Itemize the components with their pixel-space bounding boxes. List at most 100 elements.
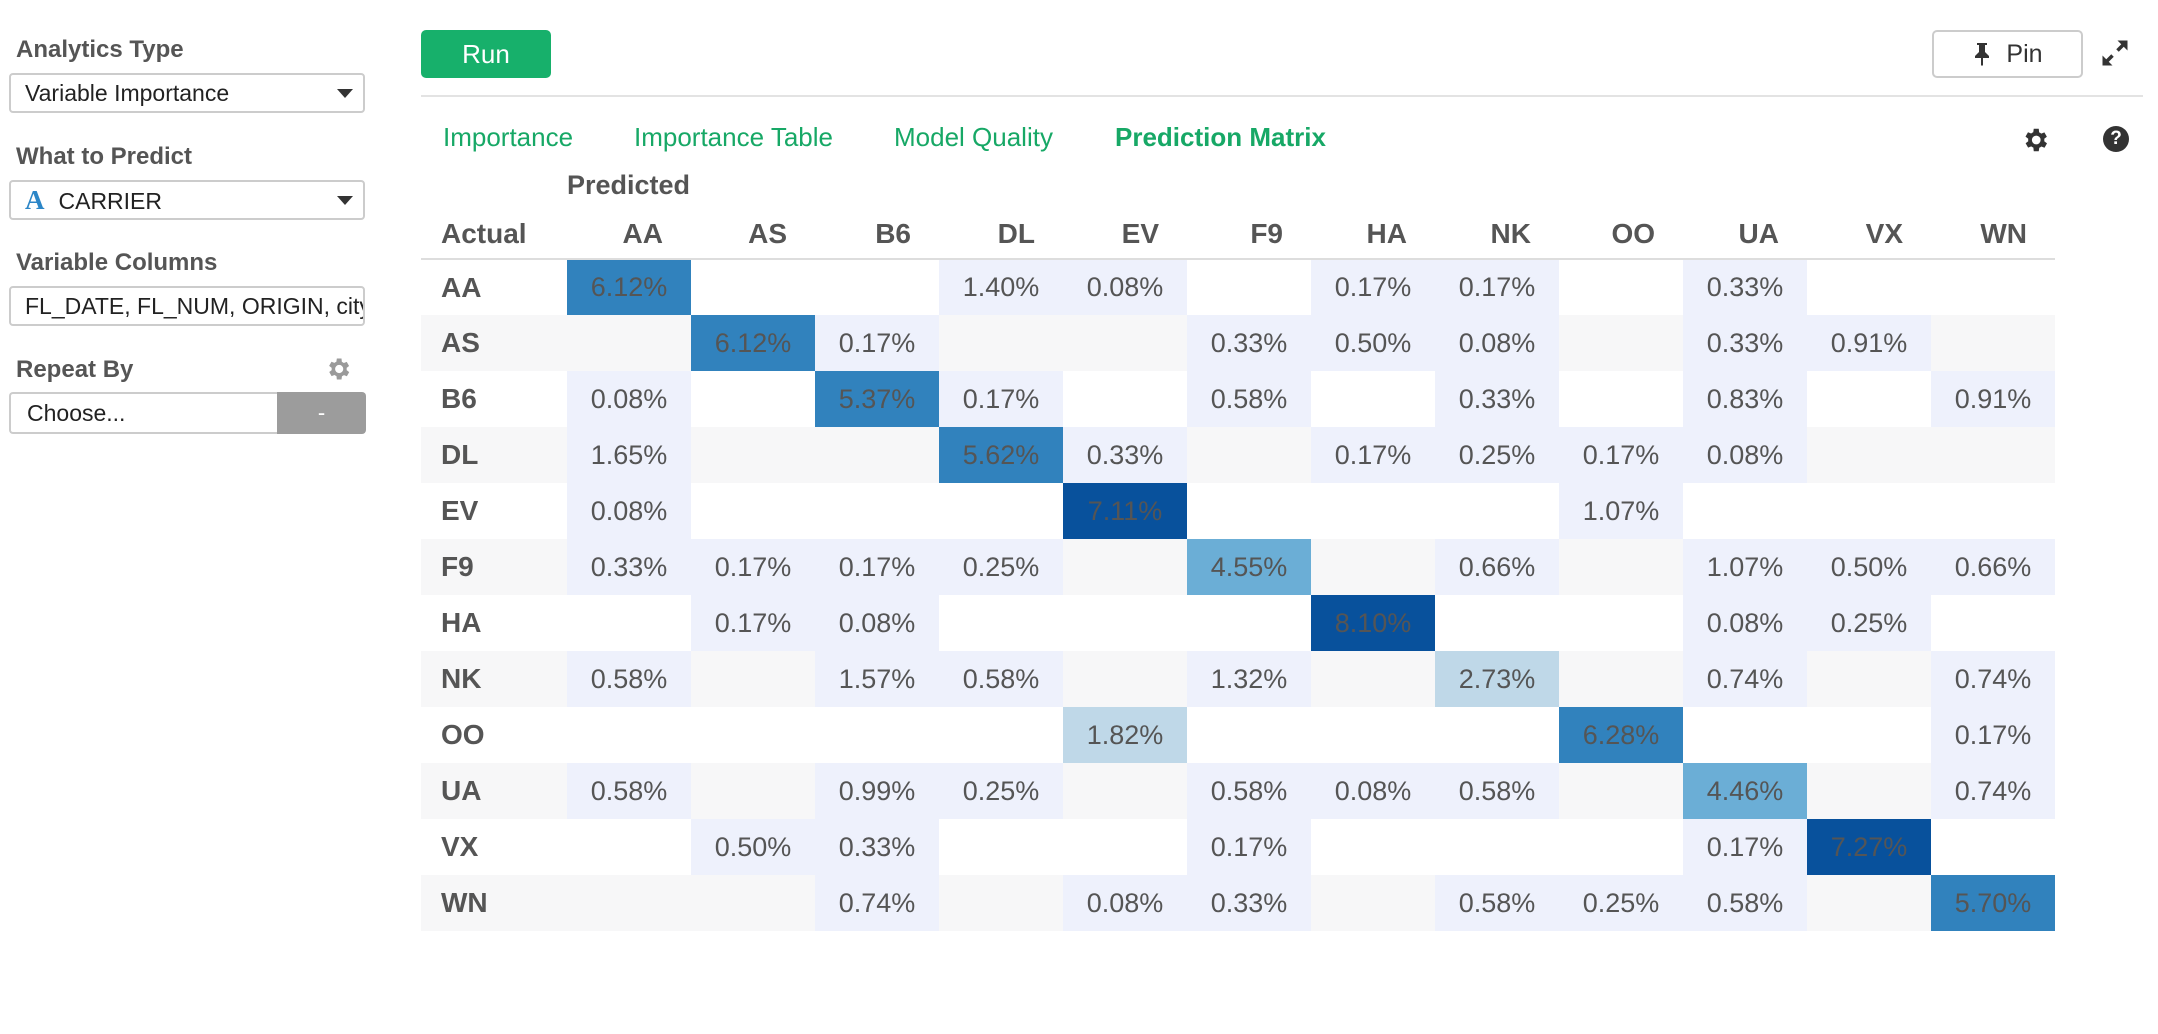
- matrix-row: OO 1.82% 6.28% 0.17%: [421, 707, 2055, 763]
- matrix-cell: 0.25%: [939, 763, 1063, 819]
- repeat-by-select[interactable]: Choose...: [9, 392, 277, 434]
- matrix-cell: 0.58%: [1683, 875, 1807, 931]
- row-header: AS: [421, 315, 567, 371]
- matrix-cell: [939, 483, 1063, 539]
- matrix-cell: 0.08%: [1683, 427, 1807, 483]
- matrix-cell: [1311, 483, 1435, 539]
- actual-axis-label: Actual: [421, 210, 567, 259]
- help-icon[interactable]: ?: [2103, 126, 2129, 152]
- matrix-cell: [1807, 763, 1931, 819]
- matrix-cell: [1435, 595, 1559, 651]
- row-header: F9: [421, 539, 567, 595]
- matrix-cell: 0.58%: [1187, 371, 1311, 427]
- what-to-predict-label: What to Predict: [16, 143, 192, 171]
- matrix-cell: [1063, 763, 1187, 819]
- matrix-cell: 0.58%: [567, 763, 691, 819]
- matrix-cell: [567, 707, 691, 763]
- matrix-cell: [1311, 371, 1435, 427]
- matrix-row: F9 0.33% 0.17% 0.17% 0.25% 4.55% 0.66% 1.07% 0.5…: [421, 539, 2055, 595]
- repeat-by-clear-button[interactable]: -: [277, 392, 366, 434]
- matrix-cell: 0.08%: [815, 595, 939, 651]
- column-header: DL: [939, 210, 1063, 259]
- column-header: EV: [1063, 210, 1187, 259]
- matrix-cell: [1807, 707, 1931, 763]
- matrix-cell: [939, 707, 1063, 763]
- matrix-cell: 0.50%: [1311, 315, 1435, 371]
- matrix-cell: 0.17%: [815, 539, 939, 595]
- what-to-predict-select[interactable]: A CARRIER: [9, 180, 365, 220]
- analytics-type-label: Analytics Type: [16, 36, 184, 64]
- matrix-cell: [1559, 651, 1683, 707]
- matrix-cell: [1187, 595, 1311, 651]
- matrix-cell: [1187, 483, 1311, 539]
- prediction-matrix-table: Actual AA AS B6 DL EV F9 HA NK OO UA VX WN AA 6.12% 1…: [421, 210, 2055, 931]
- tab-importance-table[interactable]: Importance Table: [634, 122, 833, 153]
- run-button[interactable]: Run: [421, 30, 551, 78]
- expand-icon[interactable]: [2100, 38, 2130, 68]
- matrix-cell: 8.10%: [1311, 595, 1435, 651]
- matrix-cell: [1063, 819, 1187, 875]
- matrix-cell: [1807, 259, 1931, 315]
- variable-columns-value: FL_DATE, FL_NUM, ORIGIN, city: [25, 293, 365, 319]
- pin-label: Pin: [2006, 40, 2042, 69]
- matrix-cell: 0.66%: [1931, 539, 2055, 595]
- column-header: B6: [815, 210, 939, 259]
- toolbar-divider: [421, 95, 2143, 97]
- matrix-cell: [815, 427, 939, 483]
- tab-prediction-matrix[interactable]: Prediction Matrix: [1115, 122, 1326, 153]
- matrix-row: VX 0.50% 0.33% 0.17% 0.17% 7.27%: [421, 819, 2055, 875]
- matrix-cell: 0.25%: [1559, 875, 1683, 931]
- row-header: UA: [421, 763, 567, 819]
- matrix-cell: 1.65%: [567, 427, 691, 483]
- matrix-cell: [691, 763, 815, 819]
- matrix-cell: 0.17%: [1187, 819, 1311, 875]
- matrix-cell: [1187, 427, 1311, 483]
- matrix-cell: 0.91%: [1931, 371, 2055, 427]
- gear-icon[interactable]: [2020, 125, 2050, 155]
- matrix-cell: [1559, 371, 1683, 427]
- matrix-cell: [691, 427, 815, 483]
- matrix-row: DL 1.65% 5.62% 0.33% 0.17% 0.25% 0.17% 0.08%: [421, 427, 2055, 483]
- tab-importance[interactable]: Importance: [443, 122, 573, 153]
- analytics-type-select[interactable]: Variable Importance: [9, 73, 365, 113]
- row-header: EV: [421, 483, 567, 539]
- chevron-down-icon: [337, 196, 353, 205]
- matrix-row: AS 6.12% 0.17% 0.33% 0.50% 0.08% 0.33% 0.91%: [421, 315, 2055, 371]
- predicted-axis-label: Predicted: [567, 170, 690, 201]
- matrix-cell: 0.17%: [1683, 819, 1807, 875]
- matrix-cell: [815, 707, 939, 763]
- matrix-cell: 0.58%: [1187, 763, 1311, 819]
- matrix-cell: 0.33%: [815, 819, 939, 875]
- row-header: HA: [421, 595, 567, 651]
- matrix-cell: [1063, 651, 1187, 707]
- matrix-cell: 0.17%: [691, 595, 815, 651]
- matrix-cell: 0.58%: [1435, 763, 1559, 819]
- matrix-cell: [567, 595, 691, 651]
- gear-icon[interactable]: [324, 355, 352, 383]
- analytics-type-value: Variable Importance: [25, 80, 229, 106]
- matrix-cell: 0.74%: [1931, 763, 2055, 819]
- matrix-cell: [1807, 483, 1931, 539]
- matrix-cell: 0.08%: [1683, 595, 1807, 651]
- matrix-cell: [691, 651, 815, 707]
- matrix-cell: [691, 875, 815, 931]
- variable-columns-input[interactable]: FL_DATE, FL_NUM, ORIGIN, city: [9, 286, 365, 326]
- matrix-cell: 0.99%: [815, 763, 939, 819]
- matrix-cell: 4.55%: [1187, 539, 1311, 595]
- tab-model-quality[interactable]: Model Quality: [894, 122, 1053, 153]
- pin-button[interactable]: Pin: [1932, 30, 2083, 78]
- row-header: OO: [421, 707, 567, 763]
- matrix-cell: 1.32%: [1187, 651, 1311, 707]
- row-header: B6: [421, 371, 567, 427]
- matrix-cell: [1931, 427, 2055, 483]
- variable-columns-label: Variable Columns: [16, 249, 217, 277]
- matrix-cell: 7.11%: [1063, 483, 1187, 539]
- matrix-cell: 0.33%: [567, 539, 691, 595]
- matrix-cell: 1.07%: [1683, 539, 1807, 595]
- column-header: UA: [1683, 210, 1807, 259]
- matrix-cell: [1187, 707, 1311, 763]
- matrix-cell: 0.25%: [1435, 427, 1559, 483]
- matrix-cell: 0.08%: [1435, 315, 1559, 371]
- matrix-cell: [1931, 819, 2055, 875]
- matrix-cell: [1311, 539, 1435, 595]
